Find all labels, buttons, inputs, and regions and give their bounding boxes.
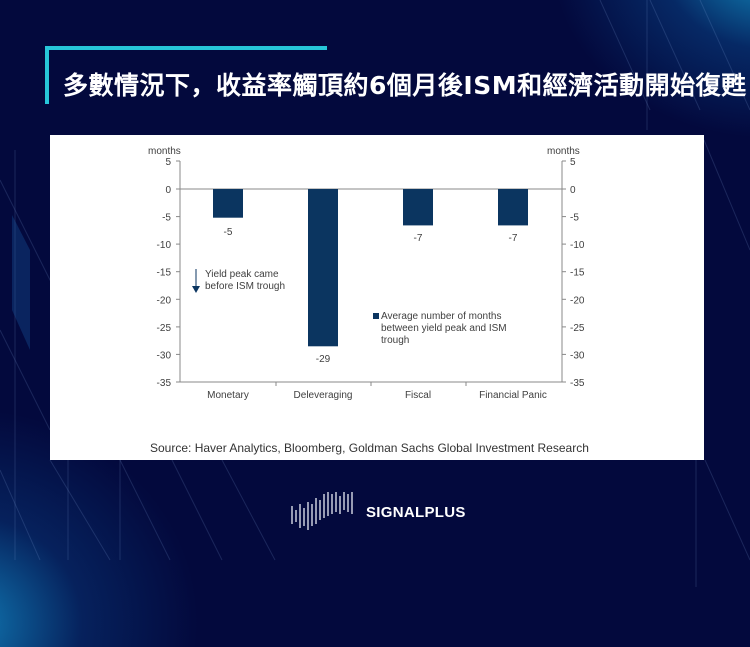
data-labels: -5 -29 -7 -7 (224, 227, 518, 365)
svg-text:-10: -10 (570, 240, 585, 251)
title-accent-bar-vertical (45, 46, 49, 104)
bars (213, 189, 528, 347)
bar-deleveraging (308, 189, 338, 347)
background-glow-top-right (550, 0, 750, 140)
legend-line-2: between yield peak and ISM (381, 323, 507, 334)
svg-text:5: 5 (165, 157, 171, 168)
svg-text:-30: -30 (157, 350, 172, 361)
svg-text:Deleveraging: Deleveraging (294, 390, 353, 401)
bar-monetary (213, 189, 243, 218)
annotation-line-2: before ISM trough (205, 281, 285, 292)
bar-chart: months months 5 0 -5 -10 -15 -20 -25 -30… (148, 146, 585, 401)
svg-text:-30: -30 (570, 350, 585, 361)
svg-text:-29: -29 (316, 354, 331, 365)
left-axis-ticks: 5 0 -5 -10 -15 -20 -25 -30 -35 (157, 157, 172, 389)
source-note: Source: Haver Analytics, Bloomberg, Gold… (150, 441, 589, 455)
svg-text:-25: -25 (157, 323, 172, 334)
right-axis-label: months (547, 146, 580, 157)
right-axis-ticks: 5 0 -5 -10 -15 -20 -25 -30 -35 (570, 157, 585, 389)
legend-line-1: Average number of months (381, 311, 501, 322)
title-accent-bar-horizontal (45, 46, 327, 50)
signal-waveform-icon (291, 492, 353, 530)
left-axis-label: months (148, 146, 181, 157)
svg-text:-5: -5 (224, 227, 233, 238)
svg-text:-5: -5 (162, 213, 171, 224)
svg-text:Fiscal: Fiscal (405, 390, 431, 401)
annotation-line-1: Yield peak came (205, 269, 279, 280)
svg-text:-20: -20 (157, 295, 172, 306)
brand-logo: SIGNALPLUS (290, 490, 466, 534)
chart-card: months months 5 0 -5 -10 -15 -20 -25 -30… (50, 135, 704, 460)
legend-swatch (373, 313, 379, 319)
svg-text:-7: -7 (414, 233, 423, 244)
svg-text:-35: -35 (570, 378, 585, 389)
svg-text:-25: -25 (570, 323, 585, 334)
svg-text:-15: -15 (157, 268, 172, 279)
svg-text:-5: -5 (570, 213, 579, 224)
svg-text:-10: -10 (157, 240, 172, 251)
bar-fiscal (403, 189, 433, 226)
svg-text:-7: -7 (509, 233, 518, 244)
svg-text:-35: -35 (157, 378, 172, 389)
arrow-down-icon (192, 269, 200, 293)
svg-text:-15: -15 (570, 268, 585, 279)
svg-text:0: 0 (570, 185, 576, 196)
category-labels: Monetary Deleveraging Fiscal Financial P… (207, 390, 547, 401)
bar-financial-panic (498, 189, 528, 226)
svg-text:-20: -20 (570, 295, 585, 306)
legend-line-3: trough (381, 335, 409, 346)
svg-text:Monetary: Monetary (207, 390, 249, 401)
svg-text:Financial Panic: Financial Panic (479, 390, 547, 401)
svg-text:0: 0 (165, 185, 171, 196)
svg-text:5: 5 (570, 157, 576, 168)
background-decorative-lines (0, 0, 750, 587)
brand-name: SIGNALPLUS (366, 503, 466, 521)
page-title: 多數情況下，收益率觸頂約6個月後ISM和經濟活動開始復甦 (63, 71, 747, 100)
